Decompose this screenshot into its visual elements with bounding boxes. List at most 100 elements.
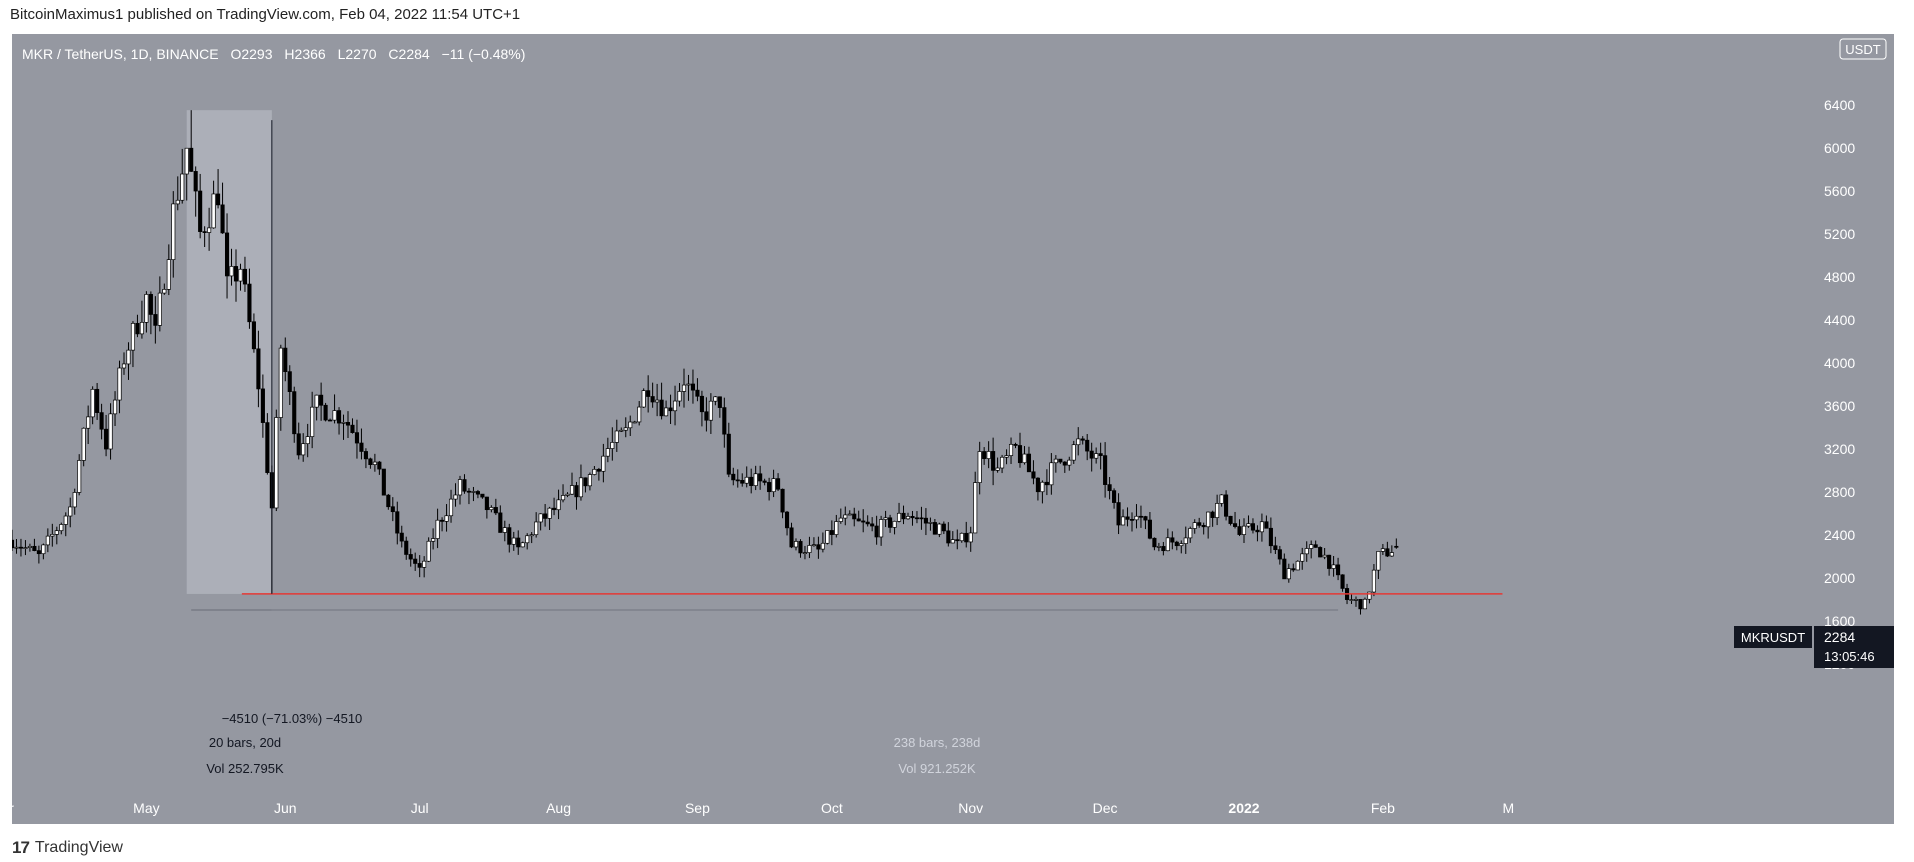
candle-up (86, 416, 91, 429)
candle-up (444, 515, 449, 522)
candle-down (359, 442, 364, 452)
candle-up (950, 539, 955, 544)
candle-up (771, 478, 776, 493)
candle-down (368, 458, 373, 465)
candle-down (699, 395, 704, 413)
y-tick-label: 2400 (1824, 527, 1855, 543)
legend-close: 2284 (399, 46, 430, 62)
price-tag-symbol-box (1734, 626, 1812, 648)
candle-down (1224, 494, 1229, 517)
candle-up (108, 413, 113, 450)
candle-up (77, 460, 82, 493)
candle-up (1188, 528, 1193, 539)
measure-long-line1: 238 bars, 238d (894, 735, 981, 750)
candle-up (431, 538, 436, 542)
candle-down (955, 539, 960, 542)
candle-down (1340, 574, 1345, 589)
candle-down (1116, 502, 1121, 526)
candle-down (220, 204, 225, 234)
candle-down (798, 541, 803, 554)
candle-up (977, 451, 982, 483)
candle-up (59, 524, 64, 532)
candle-down (1170, 537, 1175, 543)
candle-down (1152, 537, 1157, 548)
candle-down (1336, 564, 1341, 576)
candle-up (1165, 537, 1170, 552)
legend-low-label: L (338, 46, 346, 62)
candle-down (1080, 438, 1085, 441)
candle-down (1237, 526, 1242, 535)
legend-high: 2366 (295, 46, 326, 62)
measure-long-line2: Vol 921.252K (898, 761, 976, 776)
candle-down (919, 517, 924, 520)
candle-up (623, 427, 628, 431)
legend-symbol: MKR / TetherUS, 1D, BINANCE (22, 46, 219, 62)
candle-down (946, 530, 951, 544)
candle-down (749, 476, 754, 486)
candle-up (973, 482, 978, 534)
candle-up (1156, 546, 1161, 548)
candle-up (157, 292, 162, 326)
x-tick-label: Jul (411, 800, 429, 816)
candle-down (726, 433, 731, 475)
candle-down (1291, 568, 1296, 571)
candle-up (1304, 548, 1309, 555)
candle-down (731, 473, 736, 481)
candle-up (802, 552, 808, 554)
candle-up (1219, 494, 1224, 504)
candle-down (574, 485, 579, 498)
candle-up (45, 535, 50, 546)
candle-up (605, 448, 610, 457)
candle-down (1268, 527, 1273, 547)
candle-down (852, 513, 857, 520)
candle-down (189, 147, 194, 172)
x-tick-label: 2022 (1228, 800, 1259, 816)
currency-badge[interactable]: USDT (1845, 42, 1880, 57)
footer-brand[interactable]: 17 TradingView (12, 838, 123, 858)
candle-down (1161, 546, 1166, 552)
candle-down (856, 518, 861, 522)
candle-down (296, 433, 301, 456)
candle-up (1183, 537, 1188, 544)
candle-down (865, 521, 870, 525)
candle-up (502, 527, 507, 533)
candle-up (27, 545, 32, 548)
y-tick-label: 4800 (1824, 269, 1855, 285)
candle-up (278, 347, 283, 418)
candle-up (681, 384, 687, 392)
price-tag-value-box (1814, 626, 1894, 668)
candle-down (292, 391, 297, 435)
y-tick-label: 3200 (1824, 441, 1855, 457)
candle-up (1295, 560, 1300, 571)
currency-badge-box[interactable] (1839, 38, 1887, 60)
candle-up (1004, 455, 1009, 458)
candle-up (301, 443, 306, 456)
candle-up (1049, 462, 1054, 486)
candle-down (363, 451, 368, 460)
candle-up (587, 474, 592, 487)
x-axis: Apr May Jun Jul Aug Sep Oct Nov Dec 2022 Feb M (12, 800, 1514, 816)
candle-up (171, 203, 176, 260)
candle-down (216, 193, 221, 206)
candle-down (1250, 523, 1256, 531)
y-tick-label: 6400 (1824, 97, 1855, 113)
candle-up (1300, 553, 1305, 562)
candle-up (592, 468, 597, 475)
candle-down (32, 545, 37, 551)
candle-up (1094, 453, 1099, 459)
candle-down (493, 507, 498, 514)
candle-up (305, 436, 310, 445)
candle-down (1035, 477, 1040, 493)
candle-up (426, 540, 431, 562)
candle-down (1098, 453, 1103, 456)
chart-frame[interactable]: 1200160020002400280032003600400044004800… (12, 34, 1894, 824)
candle-up (744, 476, 749, 484)
candle-up (628, 421, 633, 429)
candle-up (1353, 599, 1359, 601)
candle-down (1026, 453, 1032, 473)
chart-svg[interactable]: 1200160020002400280032003600400044004800… (12, 34, 1894, 824)
candle-up (578, 477, 584, 498)
candle-down (1125, 516, 1130, 520)
candle-down (193, 171, 198, 192)
footer-brand-text: TradingView (34, 839, 123, 856)
